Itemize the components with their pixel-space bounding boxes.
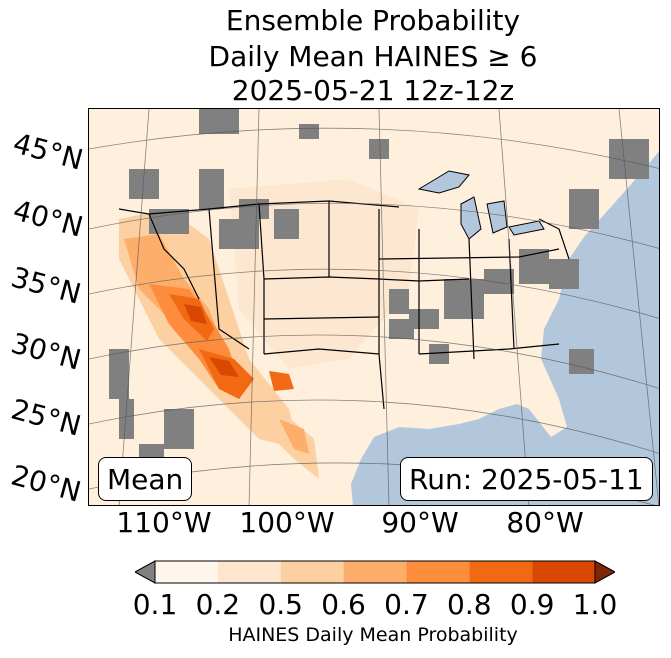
colorbar-bin <box>343 561 407 583</box>
colorbar <box>135 560 615 584</box>
state-borders <box>118 200 570 410</box>
colorbar-under-arrow <box>135 560 156 584</box>
great-lakes <box>417 170 545 240</box>
run-date-box: Run: 2025-05-11 <box>400 457 653 501</box>
lat-label-45: 45°N <box>9 126 87 177</box>
lat-label-40: 40°N <box>9 193 87 244</box>
graticule <box>89 109 659 505</box>
colorbar-bin <box>469 561 533 583</box>
lat-label-20: 20°N <box>7 458 85 509</box>
map-panel <box>88 108 660 506</box>
lat-label-35: 35°N <box>7 260 85 311</box>
lon-label-110: 110°W <box>116 506 212 539</box>
colorbar-tick-label: 1.0 <box>572 588 618 621</box>
colorbar-bin <box>280 561 344 583</box>
colorbar-bin <box>217 561 281 583</box>
colorbar-over-arrow <box>594 560 615 584</box>
colorbar-tick-label: 0.5 <box>258 588 303 621</box>
colorbar-tick-label: 0.2 <box>195 588 241 621</box>
title-line-1: Ensemble Probability <box>225 4 521 37</box>
colorbar-tick-label: 0.8 <box>447 588 492 621</box>
colorbar-bin <box>532 561 595 583</box>
colorbar-tick-label: 0.7 <box>384 588 429 621</box>
colorbar-frame <box>154 560 596 584</box>
mean-label-box: Mean <box>98 457 193 501</box>
lon-label-80: 80°W <box>506 506 584 539</box>
colorbar-tick-label: 0.1 <box>132 588 178 621</box>
colorbar-label: HAINES Daily Mean Probability <box>228 624 518 646</box>
lon-label-90: 90°W <box>381 506 459 539</box>
colorbar-bin <box>155 561 218 583</box>
title-line-2: Daily Mean HAINES ≥ 6 <box>208 40 538 73</box>
title-line-3: 2025-05-21 12z-12z <box>231 74 515 107</box>
colorbar-tick-label: 0.6 <box>321 588 366 621</box>
lon-label-100: 100°W <box>239 506 335 539</box>
lat-label-25: 25°N <box>7 392 85 443</box>
probability-map <box>89 109 659 505</box>
colorbar-tick-label: 0.9 <box>509 588 555 621</box>
colorbar-bin <box>406 561 470 583</box>
lat-label-30: 30°N <box>7 326 85 377</box>
